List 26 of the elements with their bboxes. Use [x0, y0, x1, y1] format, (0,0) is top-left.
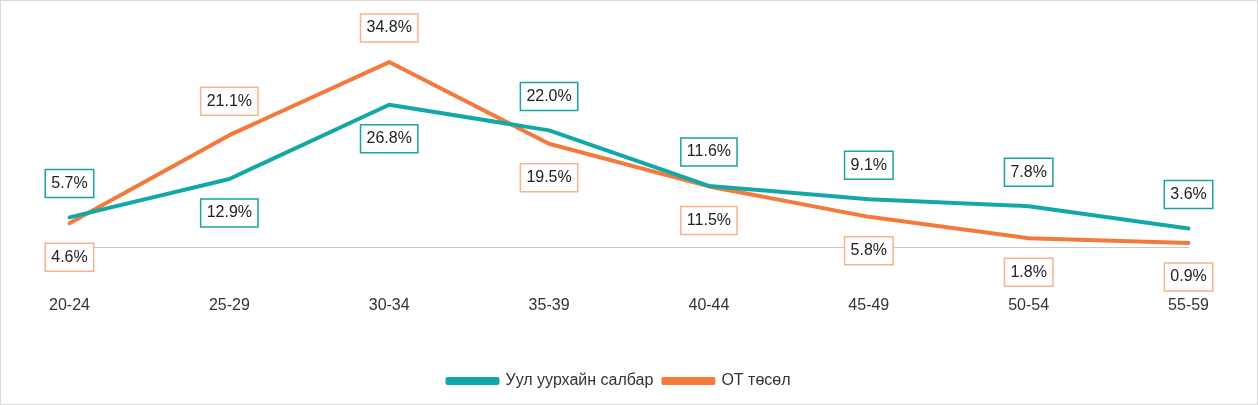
x-tick-label: 55-59	[1168, 295, 1210, 313]
data-label: 0.9%	[1170, 267, 1207, 285]
data-label: 22.0%	[526, 86, 572, 104]
x-tick-label: 35-39	[528, 295, 570, 313]
data-label: 11.6%	[686, 142, 732, 160]
x-tick-label: 20-24	[49, 295, 91, 313]
data-label: 9.1%	[850, 155, 888, 173]
legend-label: ОТ төсөл	[721, 371, 791, 389]
data-label: 7.8%	[1010, 162, 1047, 180]
data-label: 21.1%	[206, 91, 253, 109]
data-label: 1.8%	[1010, 262, 1047, 280]
data-label: 26.8%	[366, 129, 412, 147]
x-tick-label: 30-34	[368, 295, 410, 313]
data-label: 5.8%	[850, 241, 888, 259]
data-label: 11.5%	[686, 210, 732, 228]
x-tick-label: 50-54	[1008, 295, 1050, 313]
data-label: 19.5%	[526, 168, 572, 186]
x-tick-label: 45-49	[848, 295, 890, 313]
data-label: 12.9%	[206, 203, 253, 221]
x-tick-label: 25-29	[208, 295, 250, 313]
data-label: 3.6%	[1170, 184, 1207, 202]
data-label: 5.7%	[51, 173, 88, 191]
x-tick-label: 40-44	[688, 295, 730, 313]
data-label: 34.8%	[366, 18, 412, 36]
legend-label: Уул уурхайн салбар	[505, 371, 654, 389]
data-label: 4.6%	[51, 247, 88, 265]
